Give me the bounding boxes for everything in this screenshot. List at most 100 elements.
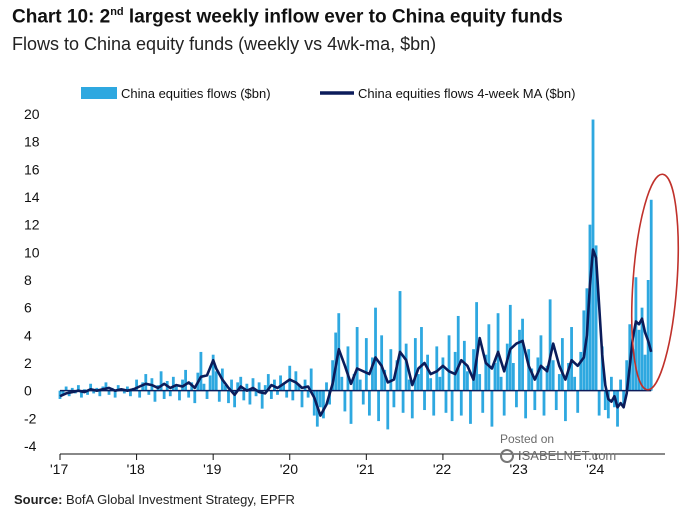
chart-legend: China equities flows ($bn) China equitie… xyxy=(81,86,576,101)
flow-bar xyxy=(490,390,494,427)
flow-bar xyxy=(401,390,405,413)
flow-bar xyxy=(367,390,371,416)
flow-bar xyxy=(138,390,142,398)
flow-bar xyxy=(459,390,463,416)
flow-bar xyxy=(312,390,316,416)
flow-bar xyxy=(144,374,148,391)
flow-bar xyxy=(511,363,515,391)
flow-bar xyxy=(478,374,482,391)
flow-bar xyxy=(420,327,423,391)
flow-bar xyxy=(205,390,209,399)
flow-bar xyxy=(472,349,475,391)
flow-bar xyxy=(297,383,301,391)
flow-bar xyxy=(279,375,282,391)
flow-bar xyxy=(426,354,429,391)
flow-bar xyxy=(257,382,261,391)
flow-bar xyxy=(260,390,264,409)
x-tick-label: '24 xyxy=(586,461,604,477)
flow-bar xyxy=(251,378,255,391)
y-tick-label: 4 xyxy=(24,327,32,343)
flow-bar xyxy=(542,390,546,416)
flow-bar xyxy=(588,224,592,391)
x-tick-label: '23 xyxy=(509,461,527,477)
flow-bar xyxy=(263,385,267,391)
flow-bar xyxy=(469,390,472,424)
flow-bar xyxy=(576,390,580,413)
flow-bar xyxy=(95,387,99,391)
flow-bar xyxy=(447,335,451,391)
watermark-line2: ISABELNET.com xyxy=(518,448,617,463)
flow-bar xyxy=(217,390,221,402)
flow-bar xyxy=(487,324,491,391)
y-axis: -4 -2 0 2 4 6 8 10 12 14 16 18 20 xyxy=(24,106,40,454)
x-tick-label: '20 xyxy=(280,461,298,477)
flow-bar xyxy=(521,318,524,391)
flow-bar xyxy=(380,335,384,391)
flow-bar xyxy=(343,390,347,412)
flow-bar xyxy=(364,338,368,391)
flow-bar xyxy=(438,376,442,391)
flow-bar xyxy=(444,390,448,413)
flow-bar xyxy=(499,376,503,391)
flow-bar xyxy=(371,357,374,391)
x-tick-label: '21 xyxy=(356,461,374,477)
x-tick-label: '19 xyxy=(203,461,221,477)
flow-bar xyxy=(107,390,111,395)
watermark-row: ISABELNET.com xyxy=(500,448,616,463)
flow-bar xyxy=(634,277,638,391)
y-tick-label: 16 xyxy=(24,161,40,177)
source-note: Source: BofA Global Investment Strategy,… xyxy=(14,492,295,507)
flow-bar xyxy=(199,351,203,391)
flow-bar xyxy=(239,376,243,391)
flow-bar xyxy=(159,371,163,391)
flow-bar xyxy=(236,382,240,391)
flow-bar xyxy=(291,390,295,401)
flow-bar xyxy=(187,390,191,398)
flow-bar xyxy=(423,390,426,411)
flow-bar xyxy=(208,375,212,391)
flow-bar xyxy=(606,390,610,419)
legend-swatch-flows xyxy=(81,87,117,99)
flow-bar xyxy=(202,383,206,391)
flow-bar xyxy=(184,369,187,391)
flow-bar xyxy=(545,365,549,391)
flow-bar xyxy=(306,390,310,398)
flow-bar xyxy=(631,349,635,391)
flow-bar xyxy=(113,390,117,398)
flow-bar xyxy=(609,376,613,391)
flow-bar xyxy=(417,374,420,391)
flow-bar xyxy=(374,307,377,391)
y-tick-label: 6 xyxy=(24,300,32,316)
flow-bar xyxy=(325,382,328,391)
flow-bar xyxy=(266,374,270,391)
y-tick-label: 20 xyxy=(24,106,40,122)
flow-bar xyxy=(619,379,622,391)
flow-bar xyxy=(61,390,65,395)
flow-bar xyxy=(285,390,289,398)
flow-bar xyxy=(557,374,561,391)
watermark-line1: Posted on xyxy=(500,432,555,446)
flow-bar xyxy=(92,390,96,394)
flow-bar xyxy=(162,390,166,399)
flow-bar xyxy=(245,383,249,391)
flow-bar xyxy=(76,385,80,391)
flow-bar xyxy=(355,327,359,391)
flow-bar xyxy=(564,390,567,422)
y-tick-label: 2 xyxy=(24,355,32,371)
flow-bar xyxy=(456,315,460,391)
flow-bar xyxy=(282,383,286,391)
flow-bar xyxy=(386,390,390,430)
flow-bar xyxy=(560,338,564,391)
flow-bar xyxy=(340,376,344,391)
flow-bar xyxy=(116,385,120,391)
y-tick-label: 8 xyxy=(24,272,32,288)
flow-bar xyxy=(603,390,607,411)
flow-bar xyxy=(352,374,356,391)
chart-subtitle: Flows to China equity funds (weekly vs 4… xyxy=(12,34,437,54)
legend-label-flows: China equities flows ($bn) xyxy=(121,86,271,101)
flow-bar xyxy=(649,199,653,391)
flow-bar xyxy=(389,349,393,391)
flow-bar xyxy=(175,386,178,391)
flow-bar xyxy=(450,390,454,422)
